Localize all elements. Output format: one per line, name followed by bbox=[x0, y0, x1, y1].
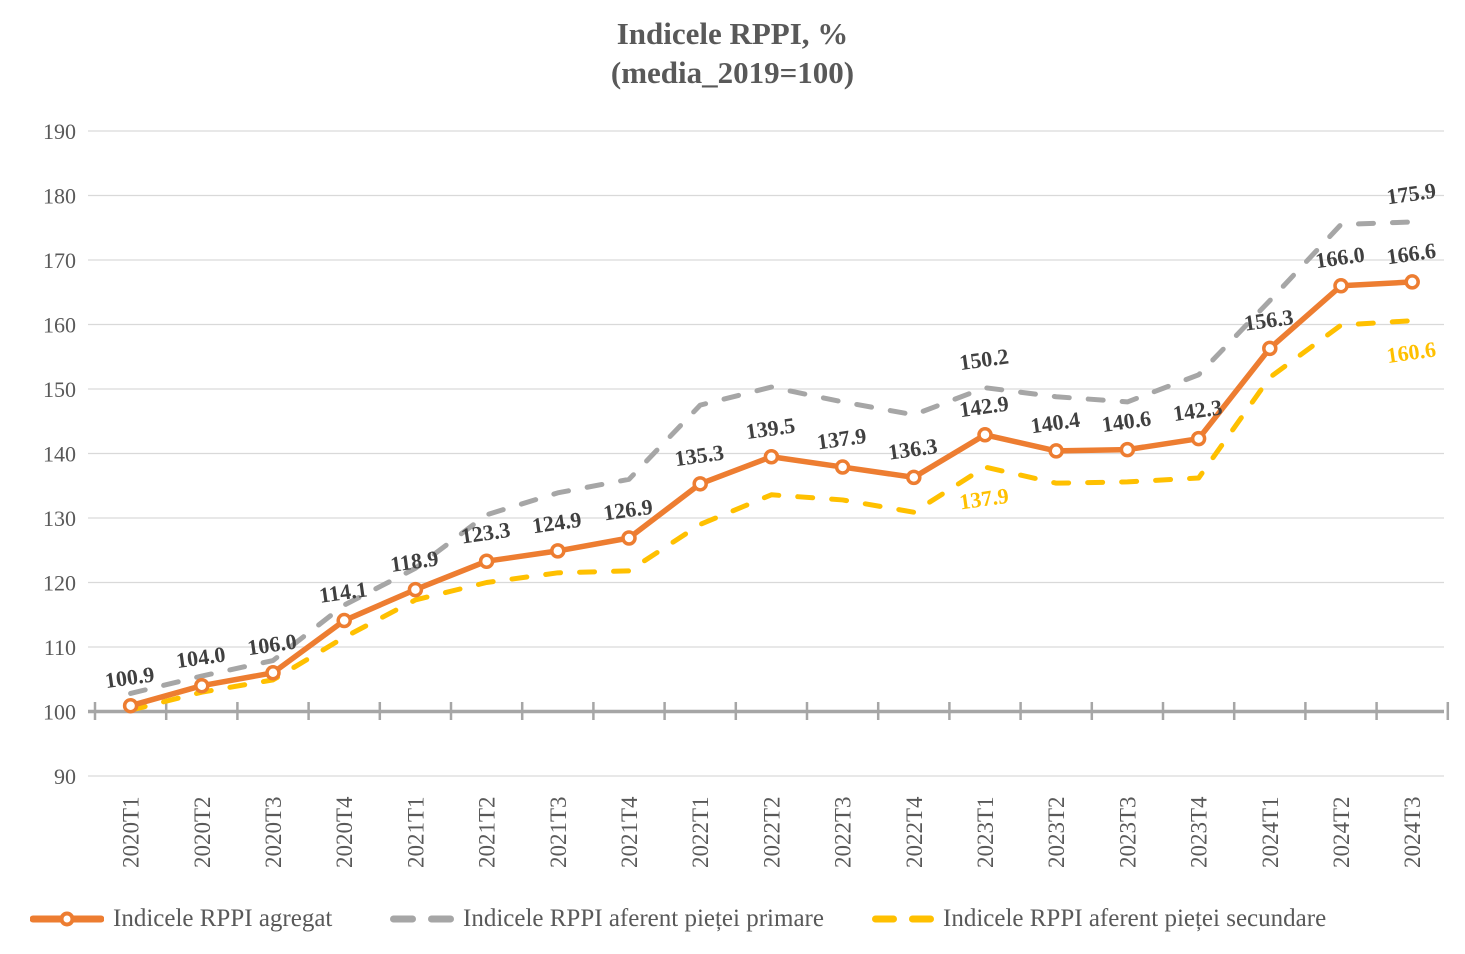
data-label-agregat: 166.0 bbox=[1314, 242, 1366, 274]
data-label-secundare: 137.9 bbox=[958, 483, 1010, 515]
x-axis-category-label: 2022T2 bbox=[759, 796, 784, 868]
data-point-agregat bbox=[407, 581, 424, 598]
data-point-agregat bbox=[834, 459, 851, 475]
legend-entry-agregat: Indicele RPPI agregat bbox=[30, 896, 332, 942]
x-axis-category-label: 2021T4 bbox=[617, 796, 642, 868]
legend-entry-primare: Indicele RPPI aferent pieței primare bbox=[390, 896, 824, 942]
x-axis-category-label: 2023T3 bbox=[1115, 796, 1140, 868]
data-label-agregat: 137.9 bbox=[815, 423, 867, 455]
y-axis-tick-label: 120 bbox=[43, 571, 76, 596]
data-point-agregat bbox=[977, 427, 993, 443]
data-label-agregat: 166.6 bbox=[1385, 238, 1437, 270]
x-axis-category-label: 2022T4 bbox=[902, 796, 927, 868]
x-axis-category-label: 2024T2 bbox=[1329, 796, 1354, 868]
y-axis-tick-label: 140 bbox=[43, 442, 76, 467]
y-axis-tick-label: 160 bbox=[43, 313, 76, 338]
data-label-agregat: 126.9 bbox=[602, 494, 654, 526]
x-axis-category-label: 2022T1 bbox=[688, 796, 713, 868]
data-label-primare: 175.9 bbox=[1385, 178, 1437, 210]
legend-dash-sample-secundare bbox=[872, 915, 934, 923]
legend-entry-secundare: Indicele RPPI aferent pieței secundare bbox=[872, 896, 1326, 942]
legend-marker bbox=[59, 911, 75, 927]
data-point-agregat bbox=[1119, 441, 1136, 458]
legend-dash-sample-primare bbox=[390, 915, 454, 923]
y-axis-tick-label: 130 bbox=[43, 506, 76, 531]
data-point-agregat bbox=[763, 448, 780, 465]
legend-label-secundare: Indicele RPPI aferent pieței secundare bbox=[943, 905, 1327, 932]
data-point-agregat bbox=[265, 665, 281, 681]
data-label-agregat: 114.1 bbox=[318, 576, 369, 607]
data-label-agregat: 124.9 bbox=[531, 507, 583, 539]
chart-title: Indicele RPPI, % (media_2019=100) bbox=[0, 14, 1465, 92]
x-axis-category-label: 2021T1 bbox=[403, 796, 428, 868]
data-label-agregat: 123.3 bbox=[459, 517, 511, 549]
x-axis-category-label: 2020T2 bbox=[190, 796, 215, 868]
data-label-agregat: 118.9 bbox=[389, 545, 440, 576]
x-axis-category-label: 2021T3 bbox=[546, 796, 571, 868]
data-label-secundare: 160.6 bbox=[1385, 336, 1437, 368]
y-axis-tick-label: 110 bbox=[44, 635, 76, 660]
y-axis-tick-label: 150 bbox=[43, 377, 76, 402]
y-axis-tick-label: 90 bbox=[54, 764, 76, 789]
data-label-agregat: 140.4 bbox=[1029, 407, 1081, 439]
legend-dash bbox=[390, 915, 416, 923]
x-axis-category-label: 2021T2 bbox=[475, 796, 500, 868]
legend-dash bbox=[872, 915, 897, 923]
legend-dash bbox=[909, 915, 934, 923]
legend-dash bbox=[428, 915, 454, 923]
data-label-agregat: 139.5 bbox=[744, 412, 796, 444]
data-label-agregat: 140.6 bbox=[1100, 405, 1152, 437]
legend-line-marker-sample-agregat bbox=[30, 911, 104, 927]
x-axis-category-label: 2024T1 bbox=[1258, 796, 1283, 868]
x-axis-category-label: 2023T4 bbox=[1187, 796, 1212, 868]
data-point-agregat bbox=[1048, 443, 1064, 459]
data-label-primare: 150.2 bbox=[958, 343, 1010, 375]
data-label-agregat: 104.0 bbox=[175, 641, 227, 673]
y-axis-tick-label: 190 bbox=[43, 119, 76, 144]
y-axis-tick-label: 180 bbox=[43, 184, 76, 209]
x-axis-category-label: 2020T1 bbox=[119, 796, 144, 868]
data-label-agregat: 106.0 bbox=[246, 629, 298, 661]
data-point-agregat bbox=[122, 697, 139, 714]
legend-label-agregat: Indicele RPPI agregat bbox=[113, 905, 333, 932]
data-point-agregat bbox=[1262, 340, 1278, 357]
data-label-agregat: 135.3 bbox=[673, 440, 725, 472]
data-label-agregat: 142.3 bbox=[1171, 394, 1223, 426]
data-point-agregat bbox=[478, 553, 495, 569]
x-axis-category-label: 2024T3 bbox=[1400, 796, 1425, 868]
chart-title-line1: Indicele RPPI, % bbox=[616, 16, 849, 51]
x-axis-category-label: 2020T4 bbox=[332, 796, 357, 868]
data-label-agregat: 100.9 bbox=[103, 661, 155, 693]
data-point-agregat bbox=[1190, 430, 1207, 447]
y-axis-tick-label: 100 bbox=[43, 700, 76, 725]
data-point-agregat bbox=[550, 543, 566, 559]
data-label-agregat: 136.3 bbox=[887, 433, 939, 465]
x-axis-category-label: 2023T2 bbox=[1044, 796, 1069, 868]
data-point-agregat bbox=[692, 476, 708, 492]
series-line-primare bbox=[128, 219, 1415, 696]
x-axis-category-label: 2023T1 bbox=[973, 796, 998, 868]
y-axis-tick-label: 170 bbox=[43, 248, 76, 273]
data-point-agregat bbox=[336, 612, 352, 629]
data-point-agregat bbox=[194, 677, 210, 694]
legend-label-primare: Indicele RPPI aferent pieței primare bbox=[463, 905, 824, 932]
x-axis-category-label: 2020T3 bbox=[261, 796, 286, 868]
chart-title-line2: (media_2019=100) bbox=[610, 55, 855, 90]
data-point-agregat bbox=[1404, 274, 1420, 290]
data-point-agregat bbox=[1333, 278, 1349, 294]
legend: Indicele RPPI agregat Indicele RPPI afer… bbox=[0, 896, 1465, 942]
series-line-secundare bbox=[128, 318, 1415, 713]
x-axis-category-label: 2022T3 bbox=[831, 796, 856, 868]
data-point-agregat bbox=[906, 469, 922, 486]
data-point-agregat bbox=[621, 530, 637, 546]
